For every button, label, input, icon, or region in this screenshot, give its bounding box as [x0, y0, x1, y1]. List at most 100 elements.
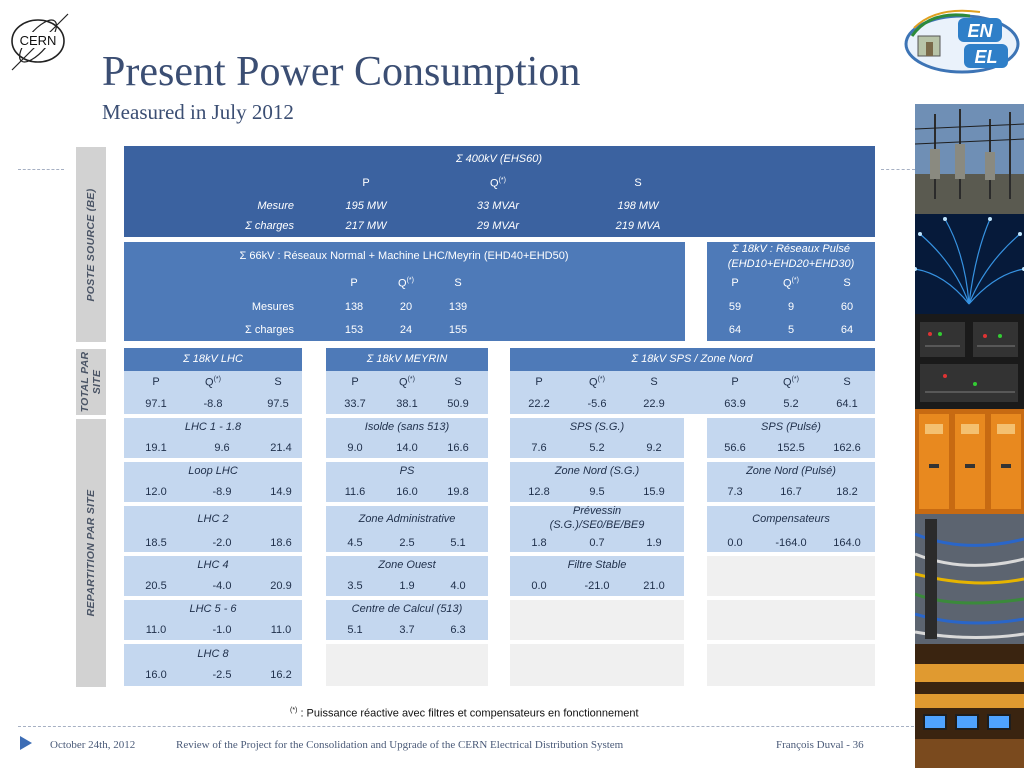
col-header-s: S	[843, 376, 851, 388]
total-meyrin-header: Σ 18kV MEYRIN	[326, 348, 488, 371]
value-cell: 97.5	[267, 398, 289, 410]
site-name: LHC 5 - 6	[189, 603, 237, 615]
site-name: LHC 2	[197, 513, 229, 525]
value-cell: 195 MW	[345, 200, 387, 212]
col-header-s: S	[454, 277, 462, 289]
cern-logo: CERN	[11, 13, 69, 71]
value-cell: 11.6	[344, 486, 366, 498]
footer-review-text: Review of the Project for the Consolidat…	[176, 739, 624, 751]
block-18kv-pulse-title: Σ 18kV : Réseaux Pulsé	[732, 243, 850, 255]
site-name: SPS (Pulsé)	[761, 421, 821, 433]
value-cell: 7.3	[727, 486, 743, 498]
col-header-q: Q(*)	[783, 277, 799, 290]
value-cell: 3.5	[347, 580, 363, 592]
photo-strip	[915, 104, 1024, 768]
page-title: Present Power Consumption	[102, 49, 581, 95]
col-header-p: P	[535, 376, 543, 388]
empty-cell	[326, 644, 488, 686]
site-cell-zone-ouest: Zone Ouest 3.5 1.9 4.0	[326, 556, 488, 596]
value-cell: 4.5	[347, 537, 363, 549]
value-cell: -8.8	[203, 398, 223, 410]
value-cell: 0.7	[589, 537, 605, 549]
value-cell: 5.2	[783, 398, 799, 410]
value-cell: 18.5	[145, 537, 167, 549]
site-cell-prevessin: Prévessin (S.G.)/SE0/BE/BE9 1.8 0.7 1.9	[510, 505, 684, 552]
value-cell: 14.0	[396, 442, 418, 454]
site-name: PS	[399, 465, 415, 477]
value-cell: 0.0	[531, 580, 547, 592]
site-cell-sps-pulse: SPS (Pulsé) 56.6 152.5 162.6	[707, 418, 875, 458]
value-cell: 1.9	[399, 580, 415, 592]
value-cell: 138	[344, 301, 364, 313]
total-lhc-title: Σ 18kV LHC	[183, 353, 243, 365]
total-sps-header: Σ 18kV SPS / Zone Nord	[510, 348, 875, 371]
col-header-p: P	[731, 376, 739, 388]
value-cell: 16.0	[396, 486, 418, 498]
value-cell: 7.6	[531, 442, 547, 454]
value-cell: 64	[840, 324, 854, 336]
col-header-s: S	[274, 376, 282, 388]
empty-cell	[707, 556, 875, 596]
value-cell: 11.0	[270, 624, 292, 636]
site-cell-lhc-1: LHC 1 - 1.8 19.1 9.6 21.4	[124, 418, 302, 458]
total-par-site-label: TOTAL PAR SITE	[79, 351, 103, 413]
site-cell-centre-de-calcul: Centre de Calcul (513) 5.1 3.7 6.3	[326, 600, 488, 640]
col-header-q: Q(*)	[783, 376, 799, 389]
value-cell: 5.1	[450, 537, 466, 549]
value-cell: 64	[728, 324, 742, 336]
site-cell-lhc-4: LHC 4 20.5 -4.0 20.9	[124, 556, 302, 596]
site-name: Loop LHC	[188, 465, 238, 477]
site-cell-zone-nord-pulse: Zone Nord (Pulsé) 7.3 16.7 18.2	[707, 462, 875, 502]
col-header-p: P	[362, 177, 370, 189]
value-cell: 4.0	[450, 580, 466, 592]
value-cell: 64.1	[836, 398, 858, 410]
divider-line	[881, 169, 915, 170]
cables-photo	[915, 514, 1024, 644]
value-cell: 9.5	[589, 486, 605, 498]
value-cell: 19.8	[447, 486, 469, 498]
block-66kv-title: Σ 66kV : Réseaux Normal + Machine LHC/Me…	[239, 250, 569, 262]
value-cell: 9	[787, 301, 795, 313]
value-cell: 5.2	[589, 442, 605, 454]
site-name: Zone Nord (S.G.)	[554, 465, 640, 477]
value-cell: 12.0	[145, 486, 167, 498]
value-cell: 20.5	[145, 580, 167, 592]
row-label-mesure: Mesure	[257, 200, 294, 212]
value-cell: 33 MVAr	[476, 200, 520, 212]
repartition-label-box: REPARTITION PAR SITE	[76, 418, 106, 687]
site-name: Zone Nord (Pulsé)	[746, 465, 836, 477]
poste-source-label-box: POSTE SOURCE (BE)	[76, 146, 106, 342]
site-name: Centre de Calcul (513)	[351, 603, 463, 615]
value-cell: 18.6	[270, 537, 292, 549]
value-cell: 16.2	[270, 669, 292, 681]
footer-arrow-icon	[20, 736, 32, 750]
empty-cell	[510, 600, 684, 640]
value-cell: 21.0	[643, 580, 665, 592]
col-header-q: Q(*)	[205, 376, 221, 389]
col-header-s: S	[650, 376, 658, 388]
total-meyrin-title: Σ 18kV MEYRIN	[366, 353, 448, 365]
value-cell: 6.3	[450, 624, 466, 636]
poste-source-label: POSTE SOURCE (BE)	[85, 187, 97, 302]
divider-line	[18, 169, 64, 170]
value-cell: 56.6	[724, 442, 746, 454]
footer-divider	[18, 726, 914, 727]
site-cell-lhc-8: LHC 8 16.0 -2.5 16.2	[124, 644, 302, 686]
value-cell: 5.1	[347, 624, 363, 636]
switchgear-photo	[915, 409, 1024, 514]
site-cell-isolde: Isolde (sans 513) 9.0 14.0 16.6	[326, 418, 488, 458]
value-cell: 22.2	[528, 398, 550, 410]
value-cell: 162.6	[833, 442, 861, 454]
svg-text:EN: EN	[967, 21, 993, 41]
footer-date: October 24th, 2012	[50, 739, 136, 751]
col-header-q: Q(*)	[398, 277, 414, 290]
site-name: Prévessin	[572, 505, 622, 517]
site-cell-sps-sg: SPS (S.G.) 7.6 5.2 9.2	[510, 418, 684, 458]
value-cell: 15.9	[643, 486, 665, 498]
value-cell: 22.9	[643, 398, 665, 410]
block-400kv: Σ 400kV (EHS60) P Q(*) S Mesure 195 MW 3…	[124, 146, 875, 237]
site-cell-compensateurs: Compensateurs 0.0 -164.0 164.0	[707, 506, 875, 552]
value-cell: 1.9	[646, 537, 662, 549]
value-cell: 18.2	[836, 486, 858, 498]
value-cell: 152.5	[777, 442, 805, 454]
